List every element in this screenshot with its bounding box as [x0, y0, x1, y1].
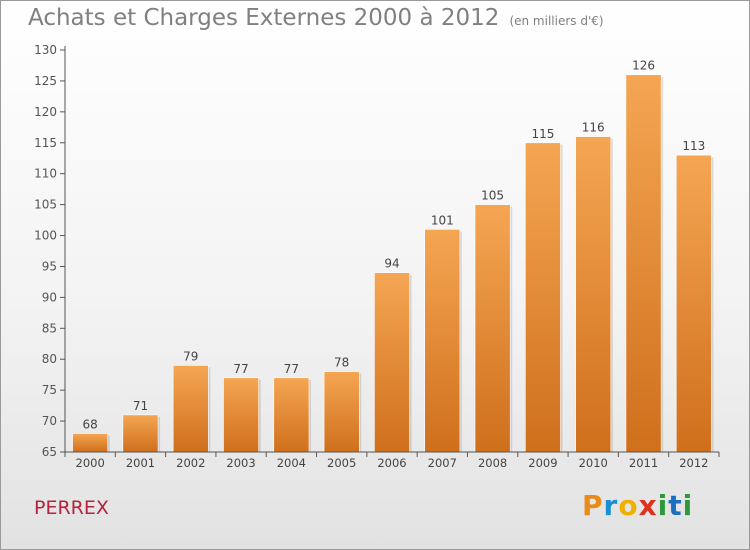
x-tick-label: 2011 [629, 456, 658, 470]
bar [172, 365, 209, 453]
bar [525, 142, 561, 453]
x-tick-label: 2006 [377, 456, 406, 470]
bar-value-label: 79 [183, 349, 198, 363]
bar-value-label: 94 [384, 257, 399, 271]
bar [273, 377, 310, 453]
x-tick-label: 2010 [579, 456, 608, 470]
x-axis: 2000 2001 2002 2003 2004 2005 2006 2007 2008 2009… [64, 451, 720, 470]
y-tick-label: 85 [42, 321, 57, 335]
bar [374, 272, 410, 453]
y-tick-label: 115 [34, 136, 57, 150]
y-tick-label: 130 [34, 43, 57, 57]
x-tick-label: 2001 [126, 456, 155, 470]
bar-value-label: 105 [481, 189, 504, 203]
bar-value-label: 78 [334, 356, 349, 370]
x-tick-label: 2000 [76, 456, 105, 470]
bars: 68 71 79 77 77 78 94 101 105 115 116 126 113 [72, 59, 714, 453]
bar-value-label: 71 [133, 399, 148, 413]
x-tick-label: 2008 [478, 456, 507, 470]
bar-value-label: 77 [284, 362, 299, 376]
y-tick-label: 105 [34, 198, 57, 212]
bar [323, 371, 360, 453]
y-tick-label: 90 [42, 290, 57, 304]
bar-value-label: 68 [83, 417, 98, 431]
bar [575, 136, 612, 453]
y-tick-label: 120 [34, 105, 57, 119]
y-axis: 65 70 75 80 85 90 95 100 105 110 115 120 125 130 [34, 43, 66, 459]
bar [122, 414, 159, 453]
chart-title-text: Achats et Charges Externes 2000 à 2012 [28, 5, 500, 31]
bar-value-label: 115 [531, 127, 554, 141]
bar-value-label: 126 [632, 59, 655, 73]
x-tick-label: 2002 [176, 456, 205, 470]
y-tick-label: 95 [42, 259, 57, 273]
x-tick-label: 2007 [428, 456, 457, 470]
proxiti-logo[interactable]: Proxiti [582, 489, 694, 522]
bar-value-label: 116 [582, 121, 605, 135]
bar-value-label: 77 [233, 362, 248, 376]
y-tick-label: 125 [34, 74, 57, 88]
chart-unit: (en milliers d'€) [509, 14, 604, 28]
x-tick-label: 2009 [528, 456, 557, 470]
y-tick-label: 75 [42, 383, 57, 397]
x-tick-label: 2004 [277, 456, 306, 470]
y-tick-label: 100 [34, 229, 57, 243]
x-tick-label: 2003 [226, 456, 255, 470]
bar-value-label: 113 [682, 139, 705, 153]
y-tick-label: 80 [42, 352, 57, 366]
town-name: PERREX [34, 497, 109, 519]
y-tick-label: 110 [34, 167, 57, 181]
bar [474, 204, 511, 453]
bar [625, 74, 662, 453]
y-tick-label: 70 [42, 414, 57, 428]
bar [675, 154, 712, 453]
bar [72, 433, 109, 453]
chart-title: Achats et Charges Externes 2000 à 2012 (e… [28, 5, 604, 31]
bar [223, 377, 259, 453]
x-tick-label: 2005 [327, 456, 356, 470]
bar-value-label: 101 [431, 213, 454, 227]
y-tick-label: 65 [42, 445, 57, 459]
bar [424, 229, 461, 453]
x-tick-label: 2012 [679, 456, 708, 470]
